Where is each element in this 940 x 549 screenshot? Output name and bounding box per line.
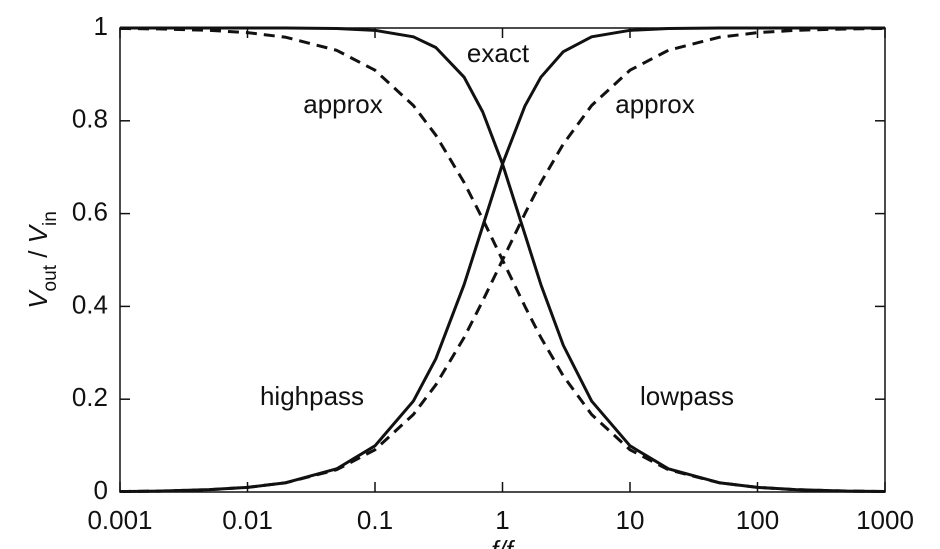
- y-axis-label-part: in: [40, 211, 61, 226]
- annotation: approx: [303, 89, 383, 119]
- x-tick-label: 100: [736, 505, 779, 535]
- x-axis-label: f/f: [491, 535, 515, 549]
- y-tick-label: 0: [94, 475, 108, 505]
- y-axis-label: Vout / Vin: [23, 211, 61, 309]
- y-axis-label-part: V: [23, 223, 53, 243]
- x-tick-label: 1: [495, 505, 509, 535]
- y-tick-label: 0.6: [72, 196, 108, 226]
- annotation: exact: [467, 38, 530, 68]
- annotation: lowpass: [640, 381, 734, 411]
- x-tick-label: 0.001: [87, 505, 152, 535]
- y-tick-label: 1: [94, 11, 108, 41]
- y-tick-label: 0.2: [72, 382, 108, 412]
- x-tick-label: 1000: [856, 505, 914, 535]
- x-tick-label: 0.1: [357, 505, 393, 535]
- x-tick-label: 10: [616, 505, 645, 535]
- x-tick-label: 0.01: [222, 505, 273, 535]
- y-tick-label: 0.4: [72, 289, 108, 319]
- y-axis-label-part: /: [23, 243, 53, 265]
- annotation: approx: [615, 89, 695, 119]
- y-axis-label-part: V: [23, 289, 53, 309]
- y-axis-label-part: out: [40, 264, 61, 291]
- curve: [119, 26, 886, 494]
- annotation: highpass: [260, 381, 364, 411]
- y-tick-label: 0.8: [72, 104, 108, 134]
